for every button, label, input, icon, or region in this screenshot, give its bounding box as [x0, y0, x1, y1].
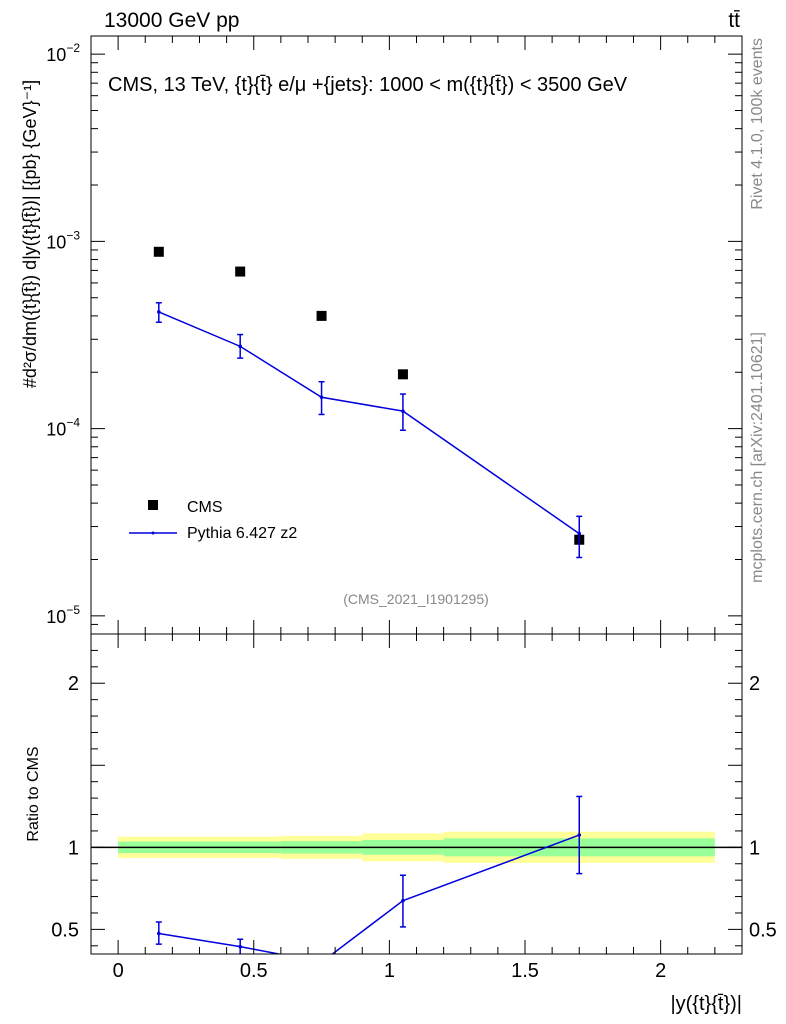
- pythia-point: [319, 395, 324, 400]
- energy-label: 13000 GeV pp: [104, 9, 239, 32]
- legend-cms-marker: [148, 500, 158, 510]
- x-tick-label: 1.5: [511, 960, 539, 982]
- ratio-line: [158, 834, 580, 954]
- main-y-tick-label: 10−5: [46, 603, 80, 627]
- legend: CMS Pythia 6.427 z2: [129, 499, 297, 542]
- ratio-tick-labels: 0.5 0.5 1 1 2 2 0 0.5 1 1.5 2: [51, 673, 777, 982]
- legend-pythia-label: Pythia 6.427 z2: [187, 525, 297, 542]
- x-tick-label: 1: [384, 960, 395, 982]
- main-frame: [90, 35, 743, 635]
- process-label: tt̄: [728, 9, 740, 32]
- x-tick-label: 0.5: [240, 960, 268, 982]
- ratio-point: [238, 944, 242, 949]
- main-ticks: [91, 36, 742, 635]
- ratio-series: [155, 795, 583, 954]
- legend-pythia-dot: [151, 531, 155, 535]
- cms-data-point: [397, 369, 408, 380]
- chart-title: CMS, 13 TeV, {t}{t̄} e/μ +{jets}: 1000 <…: [108, 74, 628, 96]
- ratio-y-tick-label-right: 2: [749, 673, 760, 695]
- ratio-ticks: [91, 634, 742, 954]
- main-y-axis-label: #d²σ/dm({t}{t̄}) d|y({t}{t̄})| [{pb} {Ge…: [20, 80, 40, 388]
- source-label: mcplots.cern.ch [arXiv:2401.10621]: [749, 332, 766, 583]
- rivet-label: Rivet 4.1.0, 100k events: [749, 38, 766, 210]
- cms-data-point: [153, 246, 164, 257]
- cms-data-point: [235, 266, 246, 277]
- main-y-tick-label: 10−4: [46, 416, 80, 440]
- pythia-point: [157, 310, 161, 314]
- pythia-point: [577, 531, 582, 536]
- ratio-y-tick-label-left: 1: [68, 837, 79, 859]
- x-tick-label: 2: [655, 960, 666, 982]
- ratio-point: [577, 833, 582, 837]
- pythia-point: [401, 409, 405, 413]
- ratio-clip-group: [155, 795, 583, 954]
- ratio-point: [157, 931, 161, 936]
- ratio-y-axis-label: Ratio to CMS: [25, 746, 42, 841]
- ratio-panel: 0.5 0.5 1 1 2 2 0 0.5 1 1.5 2 Ratio to CMS |y({t}{…: [25, 633, 777, 1015]
- ratio-y-tick-label-right: 1: [749, 837, 760, 859]
- x-axis-label: |y({t}{t̄})|: [670, 993, 742, 1015]
- main-series: [153, 246, 585, 559]
- legend-cms-label: CMS: [187, 499, 223, 516]
- ratio-frame: [90, 633, 743, 955]
- ratio-y-tick-label-left: 0.5: [51, 919, 79, 941]
- ratio-point: [401, 898, 405, 903]
- pythia-point: [238, 344, 242, 349]
- ratio-bands: [91, 831, 742, 863]
- ratio-y-tick-label-left: 2: [68, 673, 79, 695]
- cms-data-point: [316, 310, 327, 321]
- main-y-tick-labels: 10−2 10−3 10−4 10−5: [46, 41, 80, 627]
- ratio-y-tick-label-right: 0.5: [749, 919, 777, 941]
- main-panel: 10−2 10−3 10−4 10−5 CMS, 13 TeV, {t}{t̄} e/…: [20, 35, 743, 635]
- main-y-tick-label: 10−3: [46, 228, 80, 252]
- analysis-watermark: (CMS_2021_I1901295): [343, 591, 489, 607]
- main-y-tick-label: 10−2: [46, 41, 80, 65]
- x-tick-label: 0: [113, 960, 124, 982]
